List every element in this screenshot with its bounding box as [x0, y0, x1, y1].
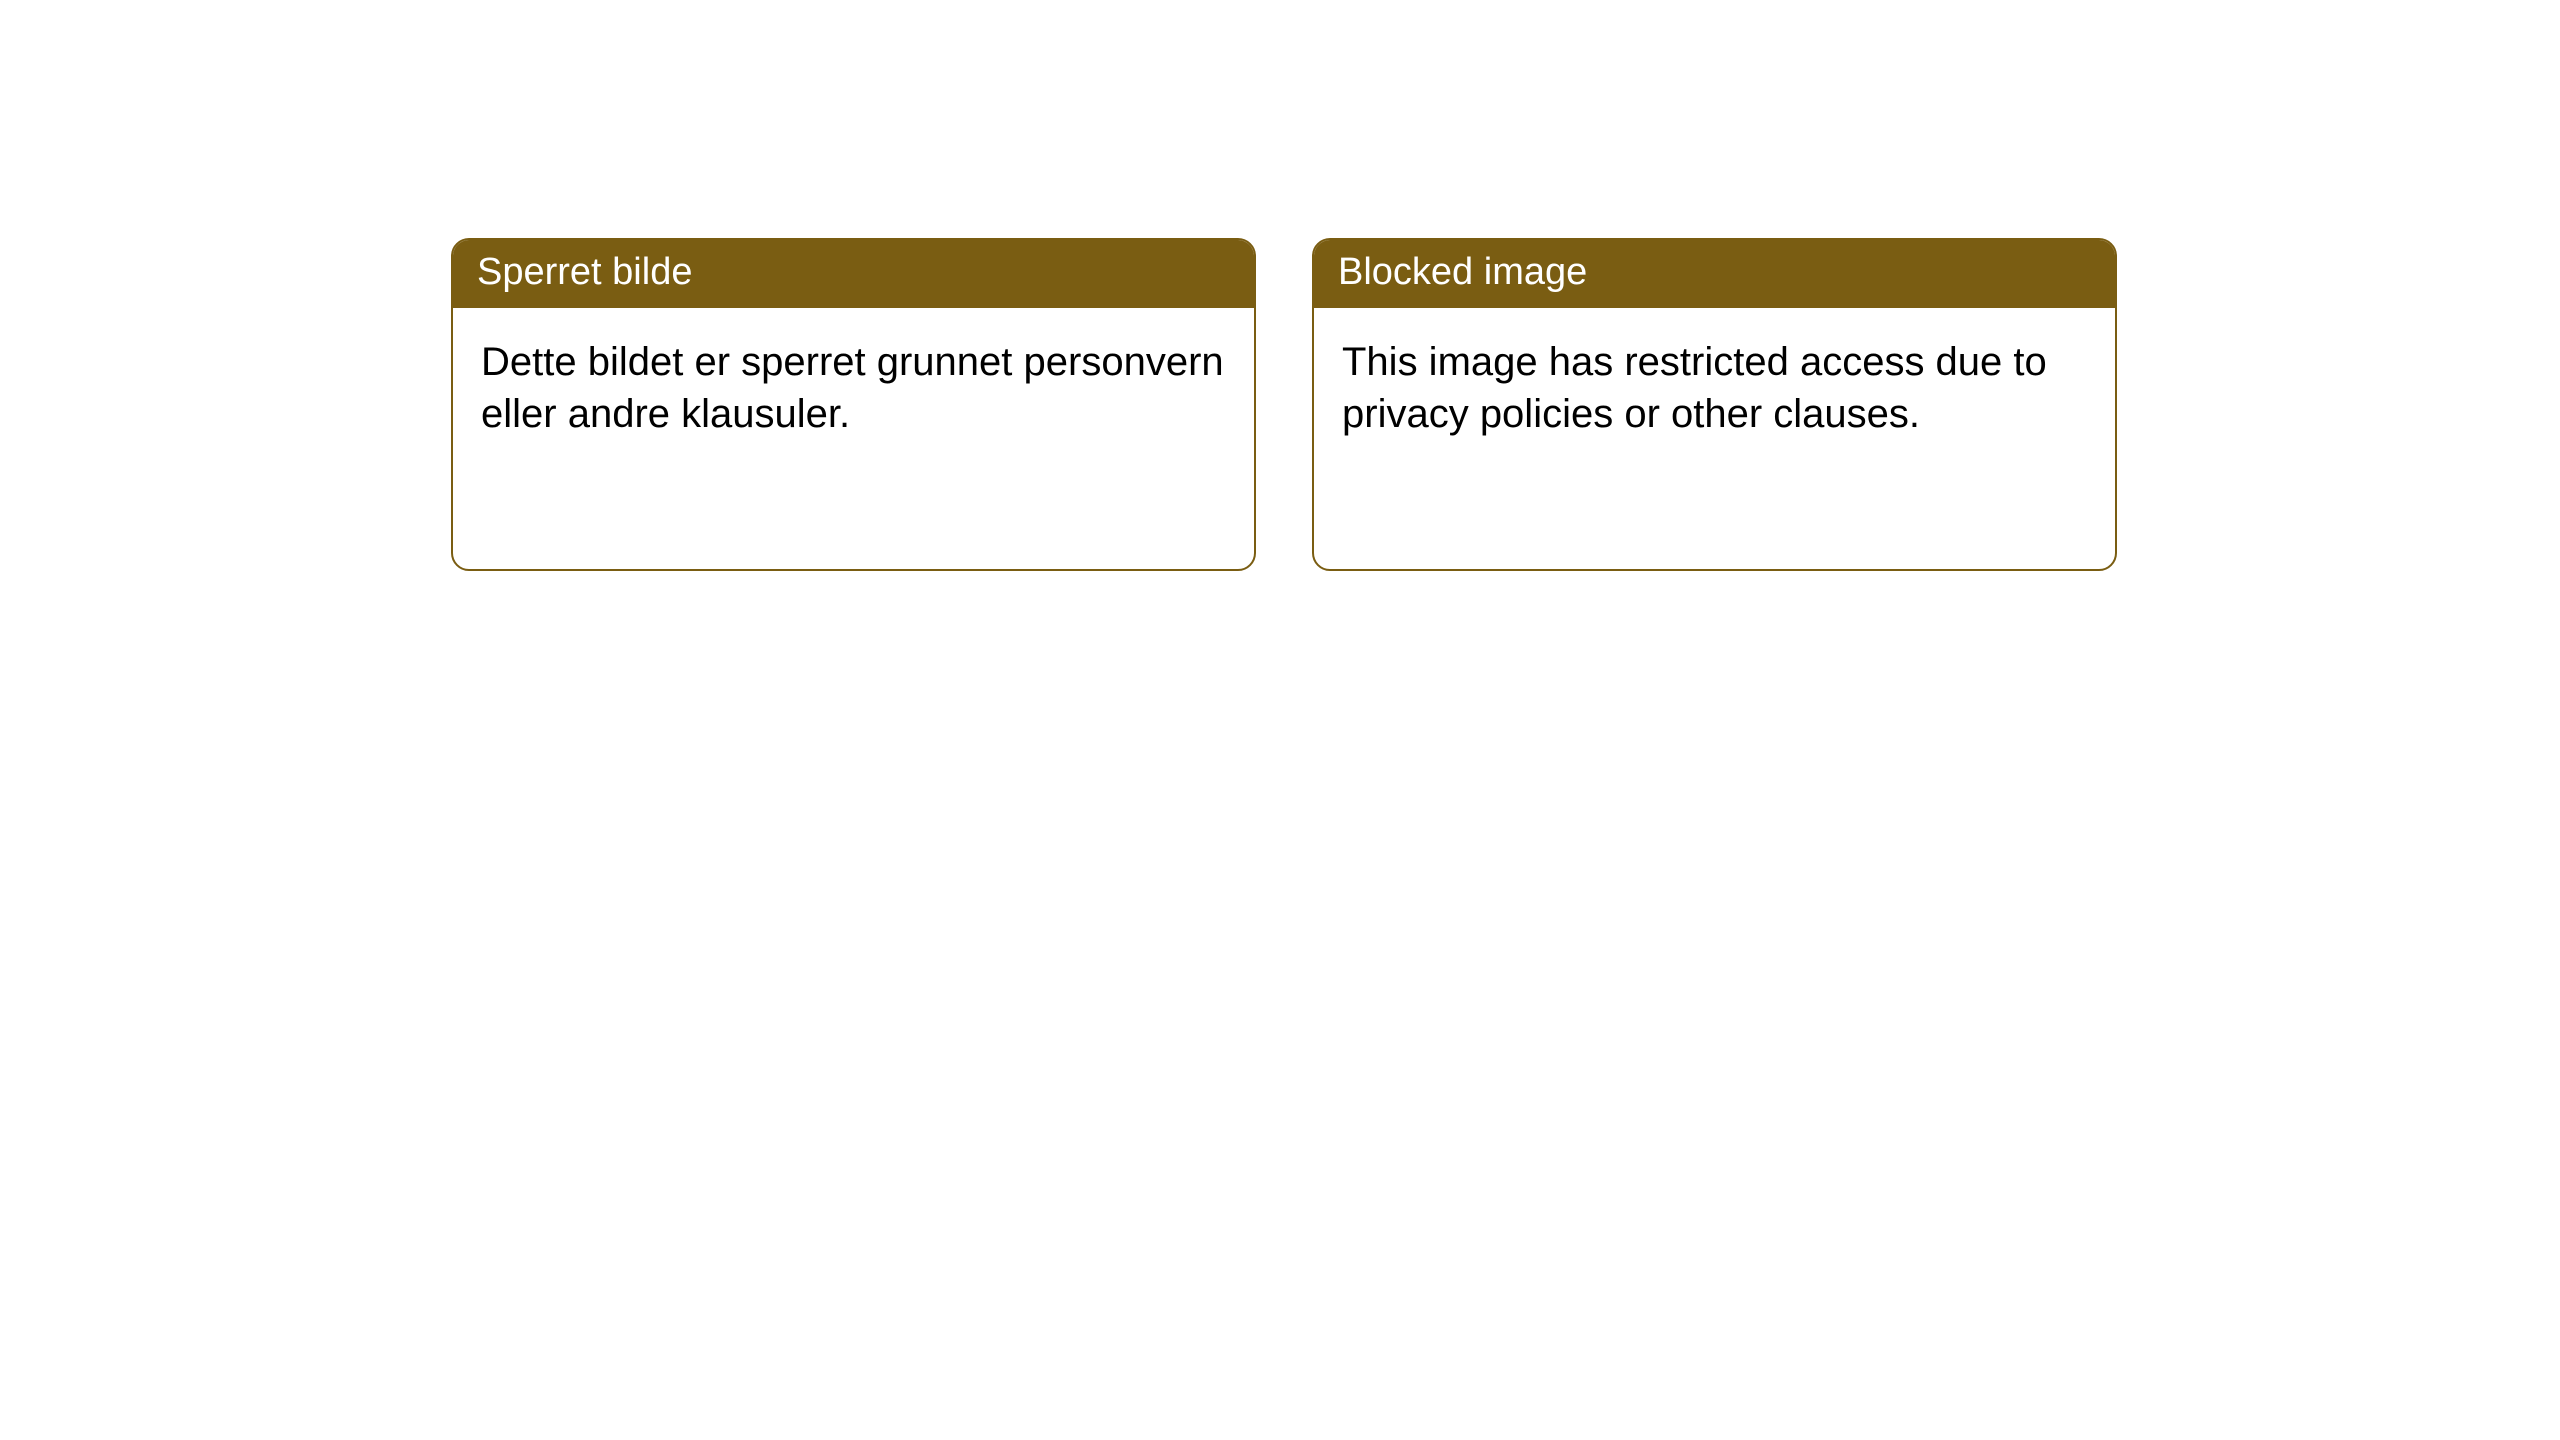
notice-container: Sperret bilde Dette bildet er sperret gr… [451, 238, 2117, 571]
notice-card-norwegian: Sperret bilde Dette bildet er sperret gr… [451, 238, 1256, 571]
notice-card-english: Blocked image This image has restricted … [1312, 238, 2117, 571]
notice-header-english: Blocked image [1314, 240, 2115, 308]
notice-body-norwegian: Dette bildet er sperret grunnet personve… [453, 308, 1254, 468]
notice-body-english: This image has restricted access due to … [1314, 308, 2115, 468]
notice-header-norwegian: Sperret bilde [453, 240, 1254, 308]
